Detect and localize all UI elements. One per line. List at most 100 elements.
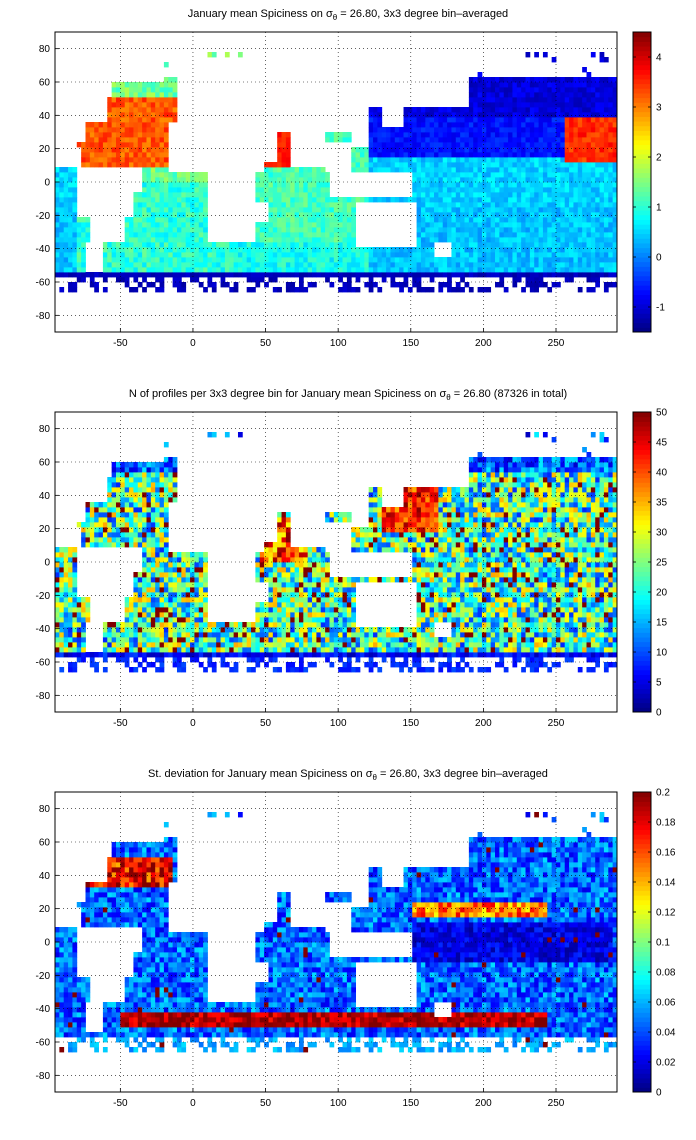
heatmap-cell [155, 587, 160, 593]
heatmap-cell [508, 222, 513, 228]
heatmap-cell [85, 237, 91, 243]
heatmap-cell [595, 192, 600, 198]
heatmap-cell [425, 122, 431, 128]
heatmap-cell [556, 92, 561, 98]
heatmap-cell [416, 132, 422, 138]
heatmap-cell [194, 172, 200, 178]
heatmap-cell [442, 267, 448, 273]
heatmap-cell [342, 207, 348, 213]
heatmap-cell [316, 222, 322, 228]
heatmap-cell [416, 142, 422, 148]
heatmap-cell [412, 172, 417, 178]
heatmap-cell [294, 197, 300, 203]
heatmap-cell [172, 582, 178, 588]
heatmap-cell [468, 287, 474, 293]
heatmap-cell [529, 267, 535, 273]
heatmap-cell [320, 272, 326, 278]
heatmap-cell [137, 472, 143, 478]
heatmap-cell [81, 157, 86, 163]
heatmap-cell [407, 262, 413, 268]
heatmap-cell [89, 142, 95, 148]
heatmap-cell [547, 132, 553, 138]
heatmap-cell [168, 227, 174, 233]
heatmap-cell [137, 527, 143, 533]
heatmap-cell [464, 212, 470, 218]
colorbar-segment [633, 219, 651, 225]
heatmap-cell [146, 557, 152, 563]
heatmap-cell [142, 507, 147, 513]
heatmap-cell [590, 232, 596, 238]
heatmap-cell [81, 147, 86, 153]
heatmap-cell [277, 642, 282, 648]
heatmap-cell [420, 247, 426, 253]
heatmap-cell [142, 152, 147, 158]
heatmap-cell [486, 267, 492, 273]
heatmap-cell [176, 587, 182, 593]
heatmap-cell [455, 157, 461, 163]
heatmap-cell [425, 182, 431, 188]
heatmap-cell [425, 262, 431, 268]
heatmap-cell [586, 202, 592, 208]
heatmap-cell [224, 282, 230, 288]
heatmap-cell [477, 127, 483, 133]
heatmap-cell [512, 242, 518, 248]
heatmap-cell [150, 532, 156, 538]
heatmap-cell [163, 617, 169, 623]
heatmap-cell [460, 127, 465, 133]
heatmap-cell [582, 112, 587, 118]
heatmap-cell [85, 272, 91, 278]
heatmap-cell [312, 282, 317, 288]
heatmap-cell [85, 157, 91, 163]
heatmap-cell [490, 102, 496, 108]
heatmap-cell [233, 627, 239, 633]
heatmap-cell [159, 127, 165, 133]
heatmap-cell [373, 152, 378, 158]
spiciness-panel: January mean Spiciness on σθ = 26.80, 3x… [0, 0, 696, 380]
heatmap-cell [102, 667, 108, 673]
heatmap-cell [608, 97, 614, 103]
heatmap-cell [285, 627, 291, 633]
heatmap-cell [142, 237, 147, 243]
heatmap-cell [434, 117, 439, 123]
heatmap-cell [194, 227, 200, 233]
heatmap-cell [460, 132, 465, 138]
heatmap-cell [399, 137, 404, 143]
heatmap-cell [150, 267, 156, 273]
heatmap-cell [451, 182, 457, 188]
heatmap-cell [486, 197, 492, 203]
heatmap-cell [534, 167, 539, 173]
heatmap-cell [294, 177, 300, 183]
heatmap-cell [55, 602, 60, 608]
heatmap-cell [146, 482, 152, 488]
heatmap-cell [68, 607, 73, 613]
heatmap-cell [473, 212, 478, 218]
heatmap-cell [72, 612, 78, 618]
heatmap-cell [464, 252, 470, 258]
heatmap-cell [129, 257, 134, 263]
heatmap-cell [133, 237, 139, 243]
heatmap-cell [268, 227, 274, 233]
heatmap-cell [142, 287, 147, 293]
heatmap-cell [499, 87, 505, 93]
heatmap-cell [155, 102, 160, 108]
heatmap-cell [72, 177, 78, 183]
heatmap-cell [547, 177, 553, 183]
heatmap-cell [525, 197, 531, 203]
heatmap-cell [586, 237, 592, 243]
heatmap-cell [329, 207, 335, 213]
heatmap-cell [569, 107, 574, 113]
heatmap-cell [159, 242, 165, 248]
heatmap-cell [185, 197, 191, 203]
heatmap-cell [521, 192, 526, 198]
heatmap-cell [342, 237, 348, 243]
heatmap-cell [416, 287, 422, 293]
heatmap-cell [290, 257, 296, 263]
heatmap-cell [81, 232, 86, 238]
heatmap-cell [603, 157, 609, 163]
heatmap-cell [94, 147, 99, 153]
heatmap-cell [394, 132, 400, 138]
heatmap-cell [251, 647, 256, 653]
heatmap-cell [490, 172, 496, 178]
heatmap-cell [211, 52, 217, 58]
heatmap-cell [290, 287, 296, 293]
